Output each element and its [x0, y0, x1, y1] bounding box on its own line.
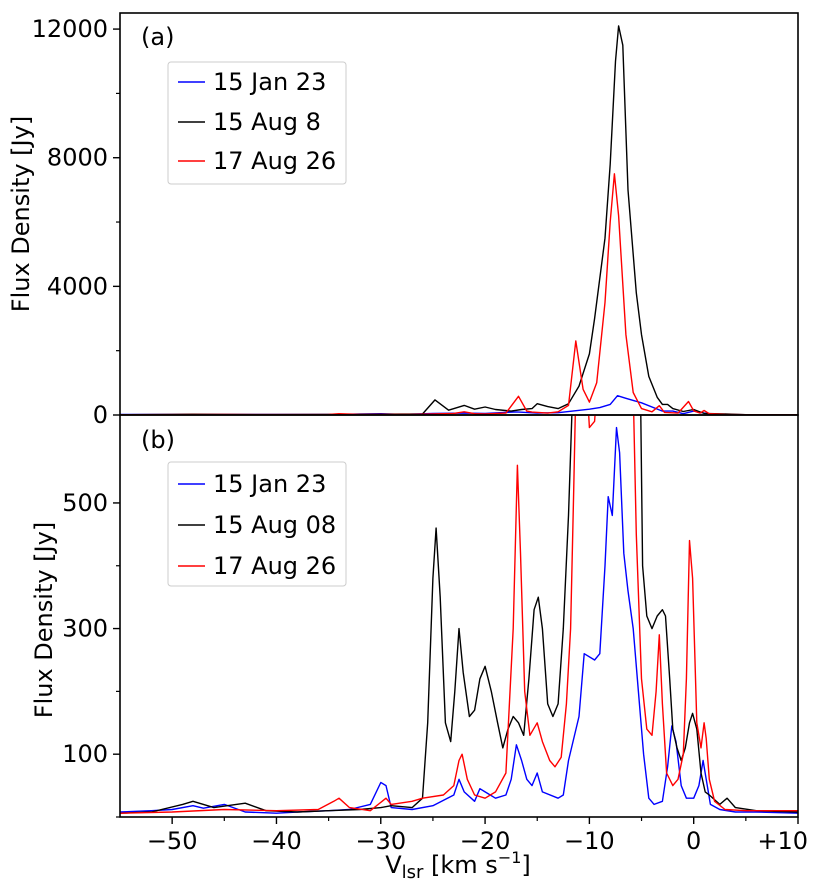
legend-b-label-0: 15 Jan 23: [213, 470, 326, 498]
legend-a-label-1: 15 Aug 8: [213, 108, 321, 136]
panel-b-frame: [119, 414, 799, 818]
y-tick-label-b-1: 300: [62, 615, 108, 643]
x-tick-label-6: +10: [757, 827, 808, 855]
y-tick-label-a-3: 12000: [32, 15, 108, 43]
x-tick-label-5: 0: [686, 827, 701, 855]
panel-b: 100 300 500 −50 −40 −30 −20 −10 0 +10 (b) Flux D…: [30, 414, 808, 883]
y-tick-label-a-2: 8000: [47, 144, 108, 172]
x-axis-title-v: V: [385, 851, 402, 879]
panel-b-x-axis: −50 −40 −30 −20 −10 0 +10: [147, 817, 808, 855]
y-tick-label-b-0: 100: [62, 740, 108, 768]
panel-a-legend: 15 Jan 23 15 Aug 8 17 Aug 26: [167, 61, 347, 185]
y-tick-label-b-2: 500: [62, 489, 108, 517]
y-tick-label-a-1: 4000: [47, 272, 108, 300]
x-axis-title: Vlsr [km s−1]: [385, 848, 531, 883]
legend-b-label-2: 17 Aug 26: [213, 552, 336, 580]
x-tick-label-0: −50: [147, 827, 198, 855]
series-line-a-1: [120, 25, 798, 415]
panel-a: 0 4000 8000 12000 (a) Flux Density [Jy] 15 …: [7, 12, 799, 429]
x-tick-label-2: −30: [355, 827, 406, 855]
legend-a-label-0: 15 Jan 23: [213, 68, 326, 96]
legend-a-label-2: 17 Aug 26: [213, 147, 336, 175]
x-tick-label-1: −40: [251, 827, 302, 855]
panel-a-legend-box: [167, 61, 347, 185]
x-axis-title-close: ]: [521, 851, 530, 879]
panel-b-y-axis-title: Flux Density [Jy]: [30, 522, 58, 718]
x-axis-title-unit: [km s: [423, 851, 497, 879]
panel-a-y-axis: 0 4000 8000 12000: [32, 15, 120, 429]
x-tick-label-3: −20: [460, 827, 511, 855]
panel-b-label: (b): [141, 426, 175, 454]
y-tick-label-a-0: 0: [93, 401, 108, 429]
series-line-b-2: [120, 415, 798, 814]
panel-a-label: (a): [141, 23, 174, 51]
panel-b-legend-box: [167, 461, 347, 587]
legend-b-label-1: 15 Aug 08: [213, 511, 336, 539]
panel-b-y-axis: 100 300 500: [62, 489, 120, 818]
series-line-b-1: [120, 415, 798, 814]
x-axis-title-sub: lsr: [402, 862, 424, 883]
x-tick-label-4: −10: [564, 827, 615, 855]
x-axis-title-sup: −1: [498, 848, 522, 867]
panel-b-series: [120, 415, 798, 814]
panel-b-legend: 15 Jan 23 15 Aug 08 17 Aug 26: [167, 461, 347, 587]
panel-a-y-axis-title: Flux Density [Jy]: [7, 116, 35, 312]
